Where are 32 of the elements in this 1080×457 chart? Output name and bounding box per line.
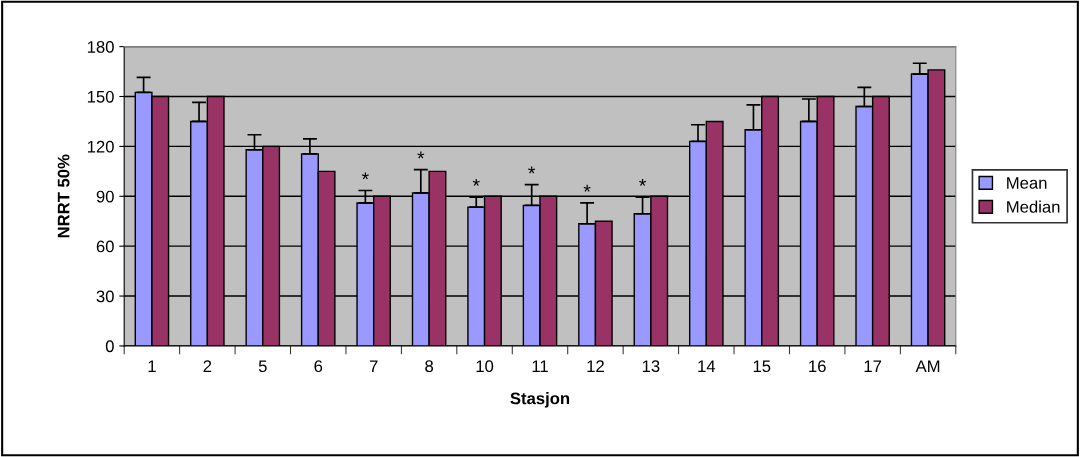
y-tick-label: 60 bbox=[96, 240, 114, 253]
x-tick-label: 16 bbox=[809, 360, 826, 373]
annotation: * bbox=[361, 172, 369, 180]
x-tick-label: 12 bbox=[587, 360, 604, 372]
x-tick-label: 5 bbox=[258, 360, 267, 373]
y-tick-label: 90 bbox=[96, 190, 114, 203]
x-tick-label: 14 bbox=[698, 360, 716, 372]
annotation: * bbox=[528, 166, 536, 174]
annotation: * bbox=[639, 179, 647, 186]
y-axis-title: NRRT 50% bbox=[57, 154, 70, 238]
annotation: * bbox=[417, 151, 425, 159]
x-tick-label: 17 bbox=[864, 360, 882, 372]
x-tick-label: 6 bbox=[314, 360, 323, 373]
legend-label: Median bbox=[1007, 200, 1060, 213]
x-tick-label: 10 bbox=[476, 360, 494, 373]
x-tick-label: 7 bbox=[369, 360, 378, 372]
x-tick-label: 2 bbox=[203, 360, 212, 372]
annotation: * bbox=[583, 184, 591, 192]
x-tick-label: 13 bbox=[642, 360, 660, 373]
y-tick-label: 0 bbox=[105, 340, 114, 353]
y-tick-label: 150 bbox=[87, 90, 114, 103]
x-tick-label: 11 bbox=[532, 360, 548, 372]
y-tick-label: 120 bbox=[87, 140, 114, 153]
annotation: * bbox=[472, 179, 480, 186]
x-tick-label: AM bbox=[915, 360, 940, 372]
y-tick-label: 30 bbox=[96, 290, 114, 303]
legend-label: Mean bbox=[1007, 177, 1047, 189]
x-axis-title: Stasjon bbox=[510, 392, 570, 408]
x-tick-label: 8 bbox=[425, 360, 434, 373]
y-tick-label: 180 bbox=[87, 41, 114, 53]
x-tick-label: 1 bbox=[148, 360, 156, 372]
x-tick-label: 15 bbox=[753, 360, 771, 373]
